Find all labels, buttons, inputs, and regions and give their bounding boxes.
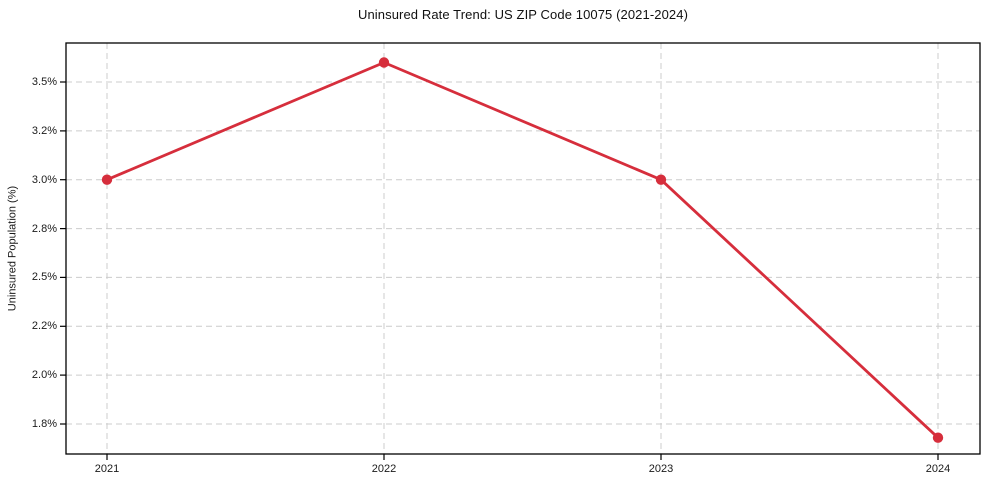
x-tick-label: 2022 bbox=[371, 463, 397, 475]
y-tick-label: 3.5% bbox=[31, 76, 57, 88]
data-point-2022 bbox=[378, 57, 390, 68]
data-point-2023 bbox=[655, 174, 667, 185]
x-tick-label: 2024 bbox=[925, 463, 951, 475]
data-point-2024 bbox=[932, 432, 944, 443]
chart-title: Uninsured Rate Trend: US ZIP Code 10075 … bbox=[357, 7, 689, 22]
y-tick-label: 2.8% bbox=[31, 223, 57, 235]
y-tick-label: 1.8% bbox=[31, 418, 57, 430]
y-tick-label: 2.0% bbox=[31, 369, 57, 381]
x-tick-label: 2023 bbox=[648, 463, 674, 475]
x-tick-label: 2021 bbox=[94, 463, 120, 475]
data-point-2021 bbox=[101, 174, 113, 185]
y-tick-label: 3.2% bbox=[31, 125, 57, 137]
plot-area bbox=[65, 42, 981, 455]
trend-line bbox=[105, 61, 940, 440]
y-tick-label: 2.5% bbox=[31, 271, 57, 283]
y-tick-label: 2.2% bbox=[31, 320, 57, 332]
y-tick-label: 3.0% bbox=[31, 174, 57, 186]
